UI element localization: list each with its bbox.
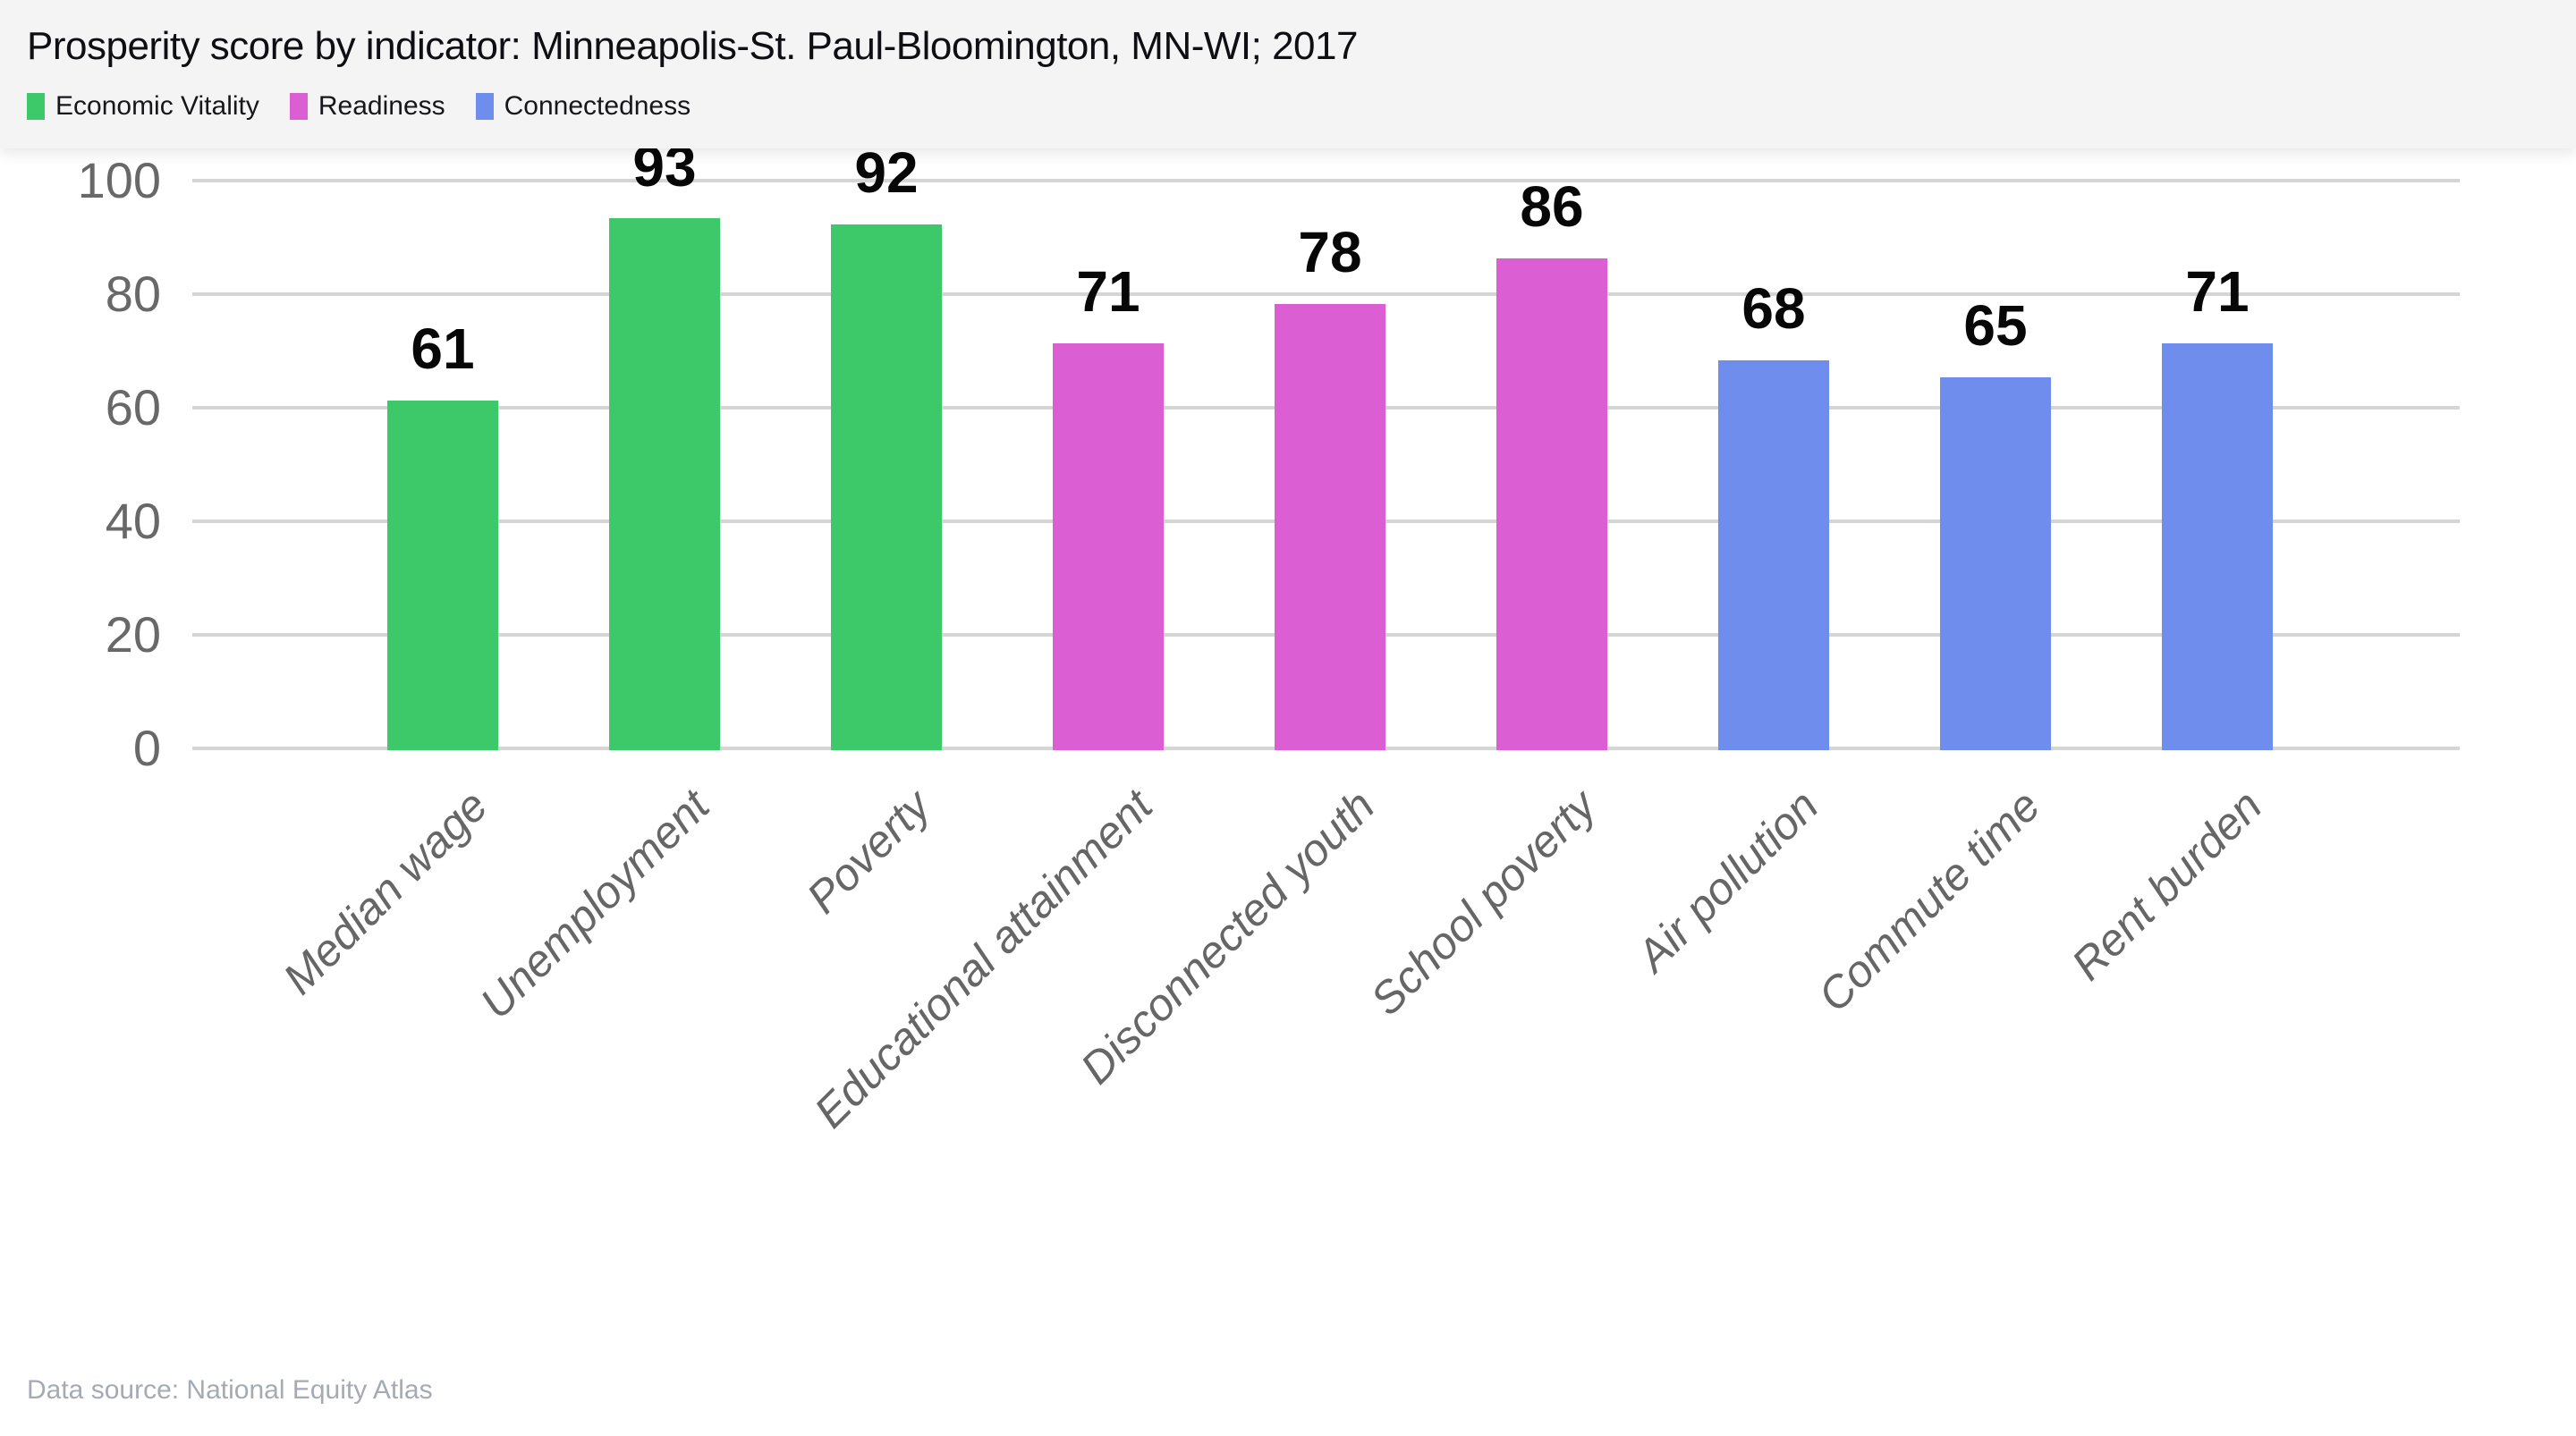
x-axis-category-label: Rent burden: [2062, 780, 2272, 990]
legend-label: Connectedness: [504, 91, 691, 121]
bar-value-label: 92: [854, 139, 919, 205]
y-axis-tick-label: 80: [105, 266, 161, 322]
bar: [1496, 258, 1607, 750]
bar: [609, 218, 720, 750]
y-axis-tick-label: 100: [77, 152, 161, 208]
legend-swatch: [475, 93, 494, 120]
bar: [1718, 360, 1829, 750]
bar-value-label: 78: [1298, 219, 1362, 284]
bar: [1053, 343, 1164, 750]
bar-value-label: 68: [1741, 276, 1806, 342]
bar-value-label: 61: [411, 316, 475, 381]
y-axis-tick-label: 40: [105, 493, 161, 549]
bar: [831, 224, 942, 750]
y-axis-tick-label: 60: [105, 379, 161, 435]
legend-label: Economic Vitality: [55, 91, 259, 121]
legend-swatch: [27, 93, 45, 120]
bar: [1940, 377, 2051, 750]
y-axis-tick-label: 20: [105, 606, 161, 663]
x-axis-category-label: School poverty: [1360, 780, 1606, 1026]
legend-item: Connectedness: [475, 91, 691, 122]
chart-header: Prosperity score by indicator: Minneapol…: [0, 0, 2576, 148]
bar-value-label: 65: [1963, 293, 2028, 359]
bar: [387, 400, 498, 750]
legend-item: Readiness: [289, 91, 445, 122]
bar: [1275, 303, 1385, 750]
x-axis-category-label: Air pollution: [1626, 780, 1828, 982]
chart-title: Prosperity score by indicator: Minneapol…: [27, 24, 1358, 68]
bar-value-label: 71: [2185, 259, 2250, 325]
x-axis-category-label: Unemployment: [470, 780, 719, 1029]
bar-value-label: 71: [1076, 259, 1140, 325]
x-axis-category-label: Median wage: [273, 780, 497, 1004]
bar-value-label: 86: [1520, 173, 1584, 239]
legend-label: Readiness: [318, 91, 445, 121]
x-axis-category-label: Poverty: [797, 780, 941, 924]
y-axis-tick-label: 0: [132, 720, 161, 776]
legend-item: Economic Vitality: [27, 91, 259, 122]
legend: Economic Vitality Readiness Connectedness: [27, 91, 691, 122]
legend-swatch: [289, 93, 308, 120]
bar: [2162, 343, 2273, 750]
gridline: [192, 292, 2460, 296]
data-source-note: Data source: National Equity Atlas: [27, 1375, 433, 1405]
x-axis-category-label: Commute time: [1808, 780, 2050, 1022]
gridline: [192, 179, 2460, 182]
